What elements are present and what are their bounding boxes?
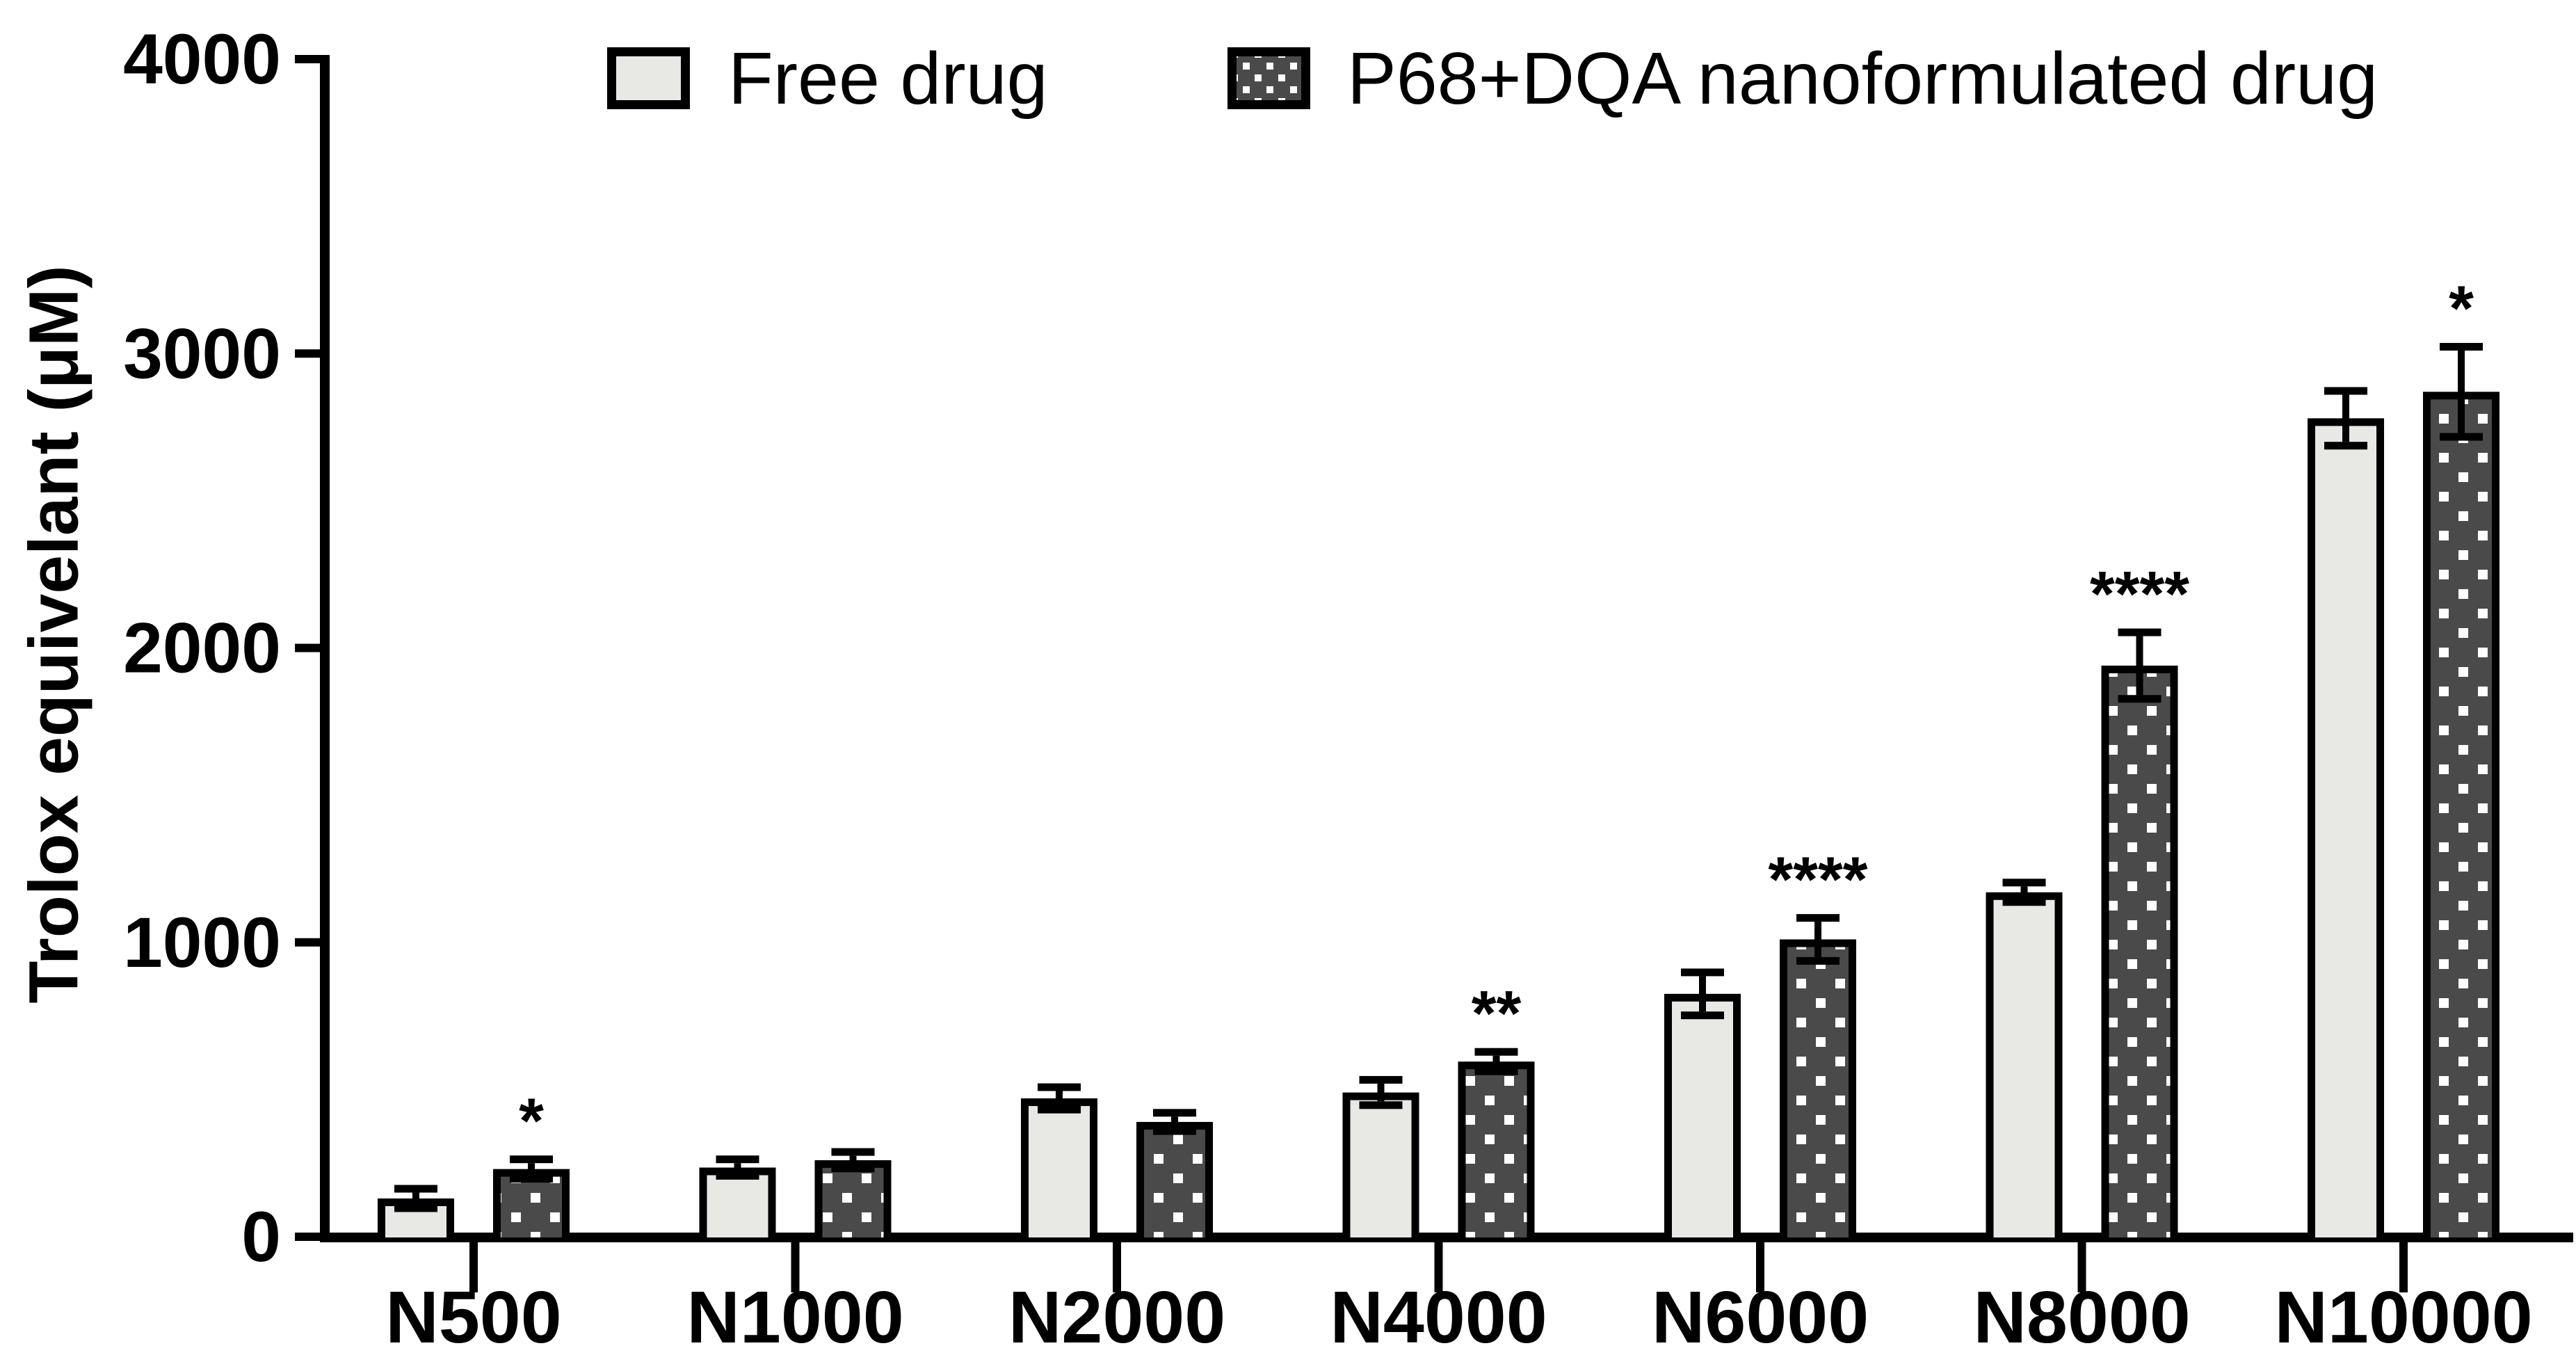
x-tick-label-N1000: N1000 bbox=[686, 1276, 903, 1358]
error-cap-top-N1000-s1 bbox=[831, 1148, 875, 1156]
x-tick-label-N2000: N2000 bbox=[1008, 1276, 1225, 1358]
error-cap-bottom-N10000-s0 bbox=[2324, 442, 2367, 450]
significance-N500: * bbox=[519, 1086, 544, 1157]
y-tick-2000 bbox=[295, 643, 320, 652]
error-stem-N1000-s1 bbox=[849, 1155, 857, 1165]
error-cap-top-N8000-s0 bbox=[2002, 879, 2046, 887]
error-cap-top-N500-s1 bbox=[510, 1155, 553, 1164]
error-stem-N2000-s1 bbox=[1171, 1116, 1178, 1128]
error-cap-top-N6000-s1 bbox=[1796, 914, 1840, 922]
error-cap-bottom-N1000-s0 bbox=[716, 1171, 759, 1180]
x-tick-N1000 bbox=[791, 1242, 800, 1292]
y-tick-3000 bbox=[295, 349, 320, 358]
legend-label-free-drug: Free drug bbox=[728, 37, 1048, 120]
significance-N4000: ** bbox=[1472, 979, 1522, 1050]
bar-fill-N2000-s0 bbox=[1029, 1106, 1090, 1237]
legend-item-nanoformulated-drug: P68+DQA nanoformulated drug bbox=[1347, 42, 2378, 115]
error-cap-top-N6000-s0 bbox=[1681, 968, 1724, 977]
error-stem-N10000-s1 bbox=[2458, 351, 2465, 433]
error-stem-N8000-s1 bbox=[2136, 636, 2143, 696]
error-stem-N500-s1 bbox=[528, 1163, 535, 1176]
legend-label-nanoformulated-drug: P68+DQA nanoformulated drug bbox=[1347, 37, 2378, 120]
x-axis-line bbox=[320, 1233, 2573, 1242]
legend-swatch-free-drug bbox=[607, 47, 690, 109]
error-cap-top-N2000-s0 bbox=[1038, 1083, 1081, 1091]
error-cap-bottom-N1000-s1 bbox=[831, 1164, 875, 1173]
legend-item-free-drug: Free drug bbox=[728, 42, 1048, 115]
bar-fill-N10000-s1 bbox=[2431, 399, 2492, 1238]
y-tick-label-4000: 4000 bbox=[123, 19, 281, 99]
error-cap-bottom-N8000-s0 bbox=[2002, 898, 2046, 906]
error-cap-bottom-N500-s0 bbox=[394, 1204, 437, 1212]
bar-fill-N4000-s1 bbox=[1465, 1069, 1527, 1237]
error-cap-bottom-N2000-s1 bbox=[1153, 1127, 1196, 1135]
error-cap-top-N4000-s0 bbox=[1359, 1075, 1403, 1084]
bar-fill-N1000-s0 bbox=[707, 1175, 768, 1237]
x-tick-label-N8000: N8000 bbox=[1973, 1276, 2190, 1358]
error-stem-N8000-s0 bbox=[2020, 886, 2028, 899]
error-stem-N500-s0 bbox=[412, 1192, 419, 1205]
legend-swatch-nanoformulated-drug bbox=[1227, 47, 1310, 109]
y-tick-4000 bbox=[295, 55, 320, 63]
x-tick-N8000 bbox=[2077, 1242, 2086, 1292]
error-cap-bottom-N4000-s1 bbox=[1474, 1067, 1518, 1075]
bar-fill-N6000-s0 bbox=[1672, 1001, 1733, 1237]
error-cap-bottom-N10000-s1 bbox=[2440, 433, 2483, 441]
bar-fill-N8000-s0 bbox=[1993, 899, 2055, 1237]
error-cap-top-N500-s0 bbox=[394, 1185, 437, 1193]
bar-fill-N4000-s0 bbox=[1350, 1100, 1412, 1237]
y-tick-label-1000: 1000 bbox=[123, 903, 281, 982]
error-stem-N1000-s0 bbox=[734, 1163, 741, 1172]
x-tick-label-N10000: N10000 bbox=[2274, 1276, 2532, 1358]
bar-fill-N8000-s1 bbox=[2109, 673, 2171, 1237]
error-cap-top-N8000-s1 bbox=[2118, 628, 2162, 636]
y-tick-label-2000: 2000 bbox=[123, 609, 281, 688]
significance-N6000: **** bbox=[1768, 844, 1867, 915]
error-cap-top-N2000-s1 bbox=[1153, 1109, 1196, 1117]
x-tick-N2000 bbox=[1113, 1242, 1121, 1292]
error-cap-top-N1000-s0 bbox=[716, 1155, 759, 1164]
x-tick-N10000 bbox=[2399, 1242, 2408, 1292]
x-tick-label-N4000: N4000 bbox=[1330, 1276, 1547, 1358]
error-cap-bottom-N2000-s0 bbox=[1038, 1105, 1081, 1114]
error-cap-bottom-N6000-s0 bbox=[1681, 1011, 1724, 1020]
significance-N10000: * bbox=[2449, 273, 2474, 344]
x-tick-N6000 bbox=[1756, 1242, 1764, 1292]
x-tick-N4000 bbox=[1434, 1242, 1443, 1292]
y-tick-1000 bbox=[295, 938, 320, 947]
y-tick-label-0: 0 bbox=[241, 1197, 281, 1276]
error-cap-bottom-N8000-s1 bbox=[2118, 695, 2162, 703]
bar-fill-N10000-s0 bbox=[2315, 426, 2376, 1237]
error-cap-bottom-N4000-s0 bbox=[1359, 1101, 1403, 1109]
error-stem-N4000-s0 bbox=[1377, 1083, 1385, 1102]
bar-fill-N2000-s1 bbox=[1144, 1129, 1205, 1237]
x-tick-N500 bbox=[469, 1242, 478, 1292]
error-cap-bottom-N500-s1 bbox=[510, 1175, 553, 1183]
y-axis-line bbox=[320, 55, 330, 1242]
y-tick-label-3000: 3000 bbox=[123, 314, 281, 393]
error-stem-N6000-s1 bbox=[1814, 922, 1821, 957]
x-tick-label-N500: N500 bbox=[385, 1276, 561, 1358]
error-stem-N6000-s0 bbox=[1699, 976, 1706, 1012]
error-stem-N10000-s0 bbox=[2342, 394, 2349, 442]
error-cap-top-N10000-s0 bbox=[2324, 387, 2367, 395]
x-tick-label-N6000: N6000 bbox=[1652, 1276, 1869, 1358]
error-stem-N4000-s1 bbox=[1492, 1055, 1500, 1068]
bar-fill-N6000-s1 bbox=[1787, 947, 1849, 1237]
bar-fill-N500-s1 bbox=[501, 1176, 562, 1237]
y-tick-0 bbox=[295, 1233, 320, 1241]
significance-N8000: **** bbox=[2090, 559, 2189, 630]
bar-fill-N1000-s1 bbox=[822, 1167, 884, 1237]
error-cap-top-N10000-s1 bbox=[2440, 343, 2483, 351]
y-axis-title: Trolox equivelant (μM) bbox=[15, 265, 93, 1004]
error-stem-N2000-s0 bbox=[1056, 1091, 1063, 1106]
error-cap-top-N4000-s1 bbox=[1474, 1048, 1518, 1056]
error-cap-bottom-N6000-s1 bbox=[1796, 956, 1840, 965]
